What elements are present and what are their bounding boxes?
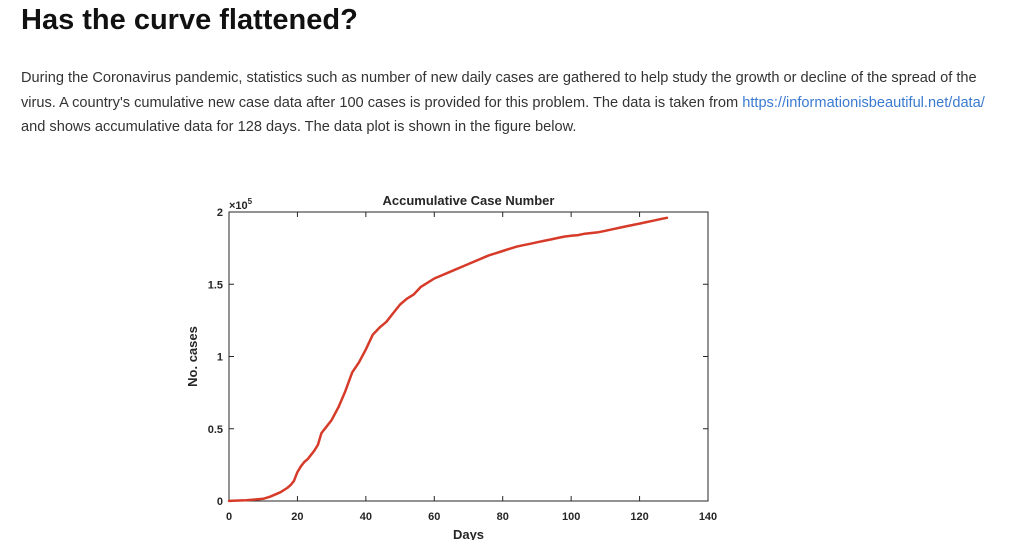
chart-title: Accumulative Case Number [383, 193, 555, 208]
x-tick-label: 100 [562, 511, 580, 523]
intro-text-after-link: and shows accumulative data for 128 days… [21, 119, 577, 135]
x-tick-label: 120 [630, 511, 648, 523]
x-axis-label: Days [453, 527, 484, 540]
data-source-link[interactable]: https://informationisbeautiful.net/data/ [742, 94, 985, 111]
x-tick-label: 40 [360, 511, 372, 523]
x-tick-label: 20 [291, 511, 303, 523]
intro-text-before-link: During the Coronavirus pandemic, statist… [21, 70, 977, 111]
y-tick-label: 1 [217, 352, 223, 364]
y-tick-label: 0 [217, 496, 223, 508]
y-tick-label: 0.5 [208, 424, 223, 436]
x-tick-label: 80 [497, 511, 509, 523]
y-exponent-label: ×105 [229, 197, 253, 212]
y-tick-label: 1.5 [208, 279, 223, 291]
plot-frame [228, 211, 709, 502]
x-tick-label: 0 [226, 511, 232, 523]
x-tick-label: 140 [699, 511, 717, 523]
intro-paragraph: During the Coronavirus pandemic, statist… [21, 66, 996, 140]
x-tick-label: 60 [428, 511, 440, 523]
y-axis-label: No. cases [185, 326, 200, 387]
case-number-line [227, 216, 669, 503]
y-tick-label: 2 [217, 207, 223, 219]
page-title: Has the curve flattened? [21, 4, 358, 36]
